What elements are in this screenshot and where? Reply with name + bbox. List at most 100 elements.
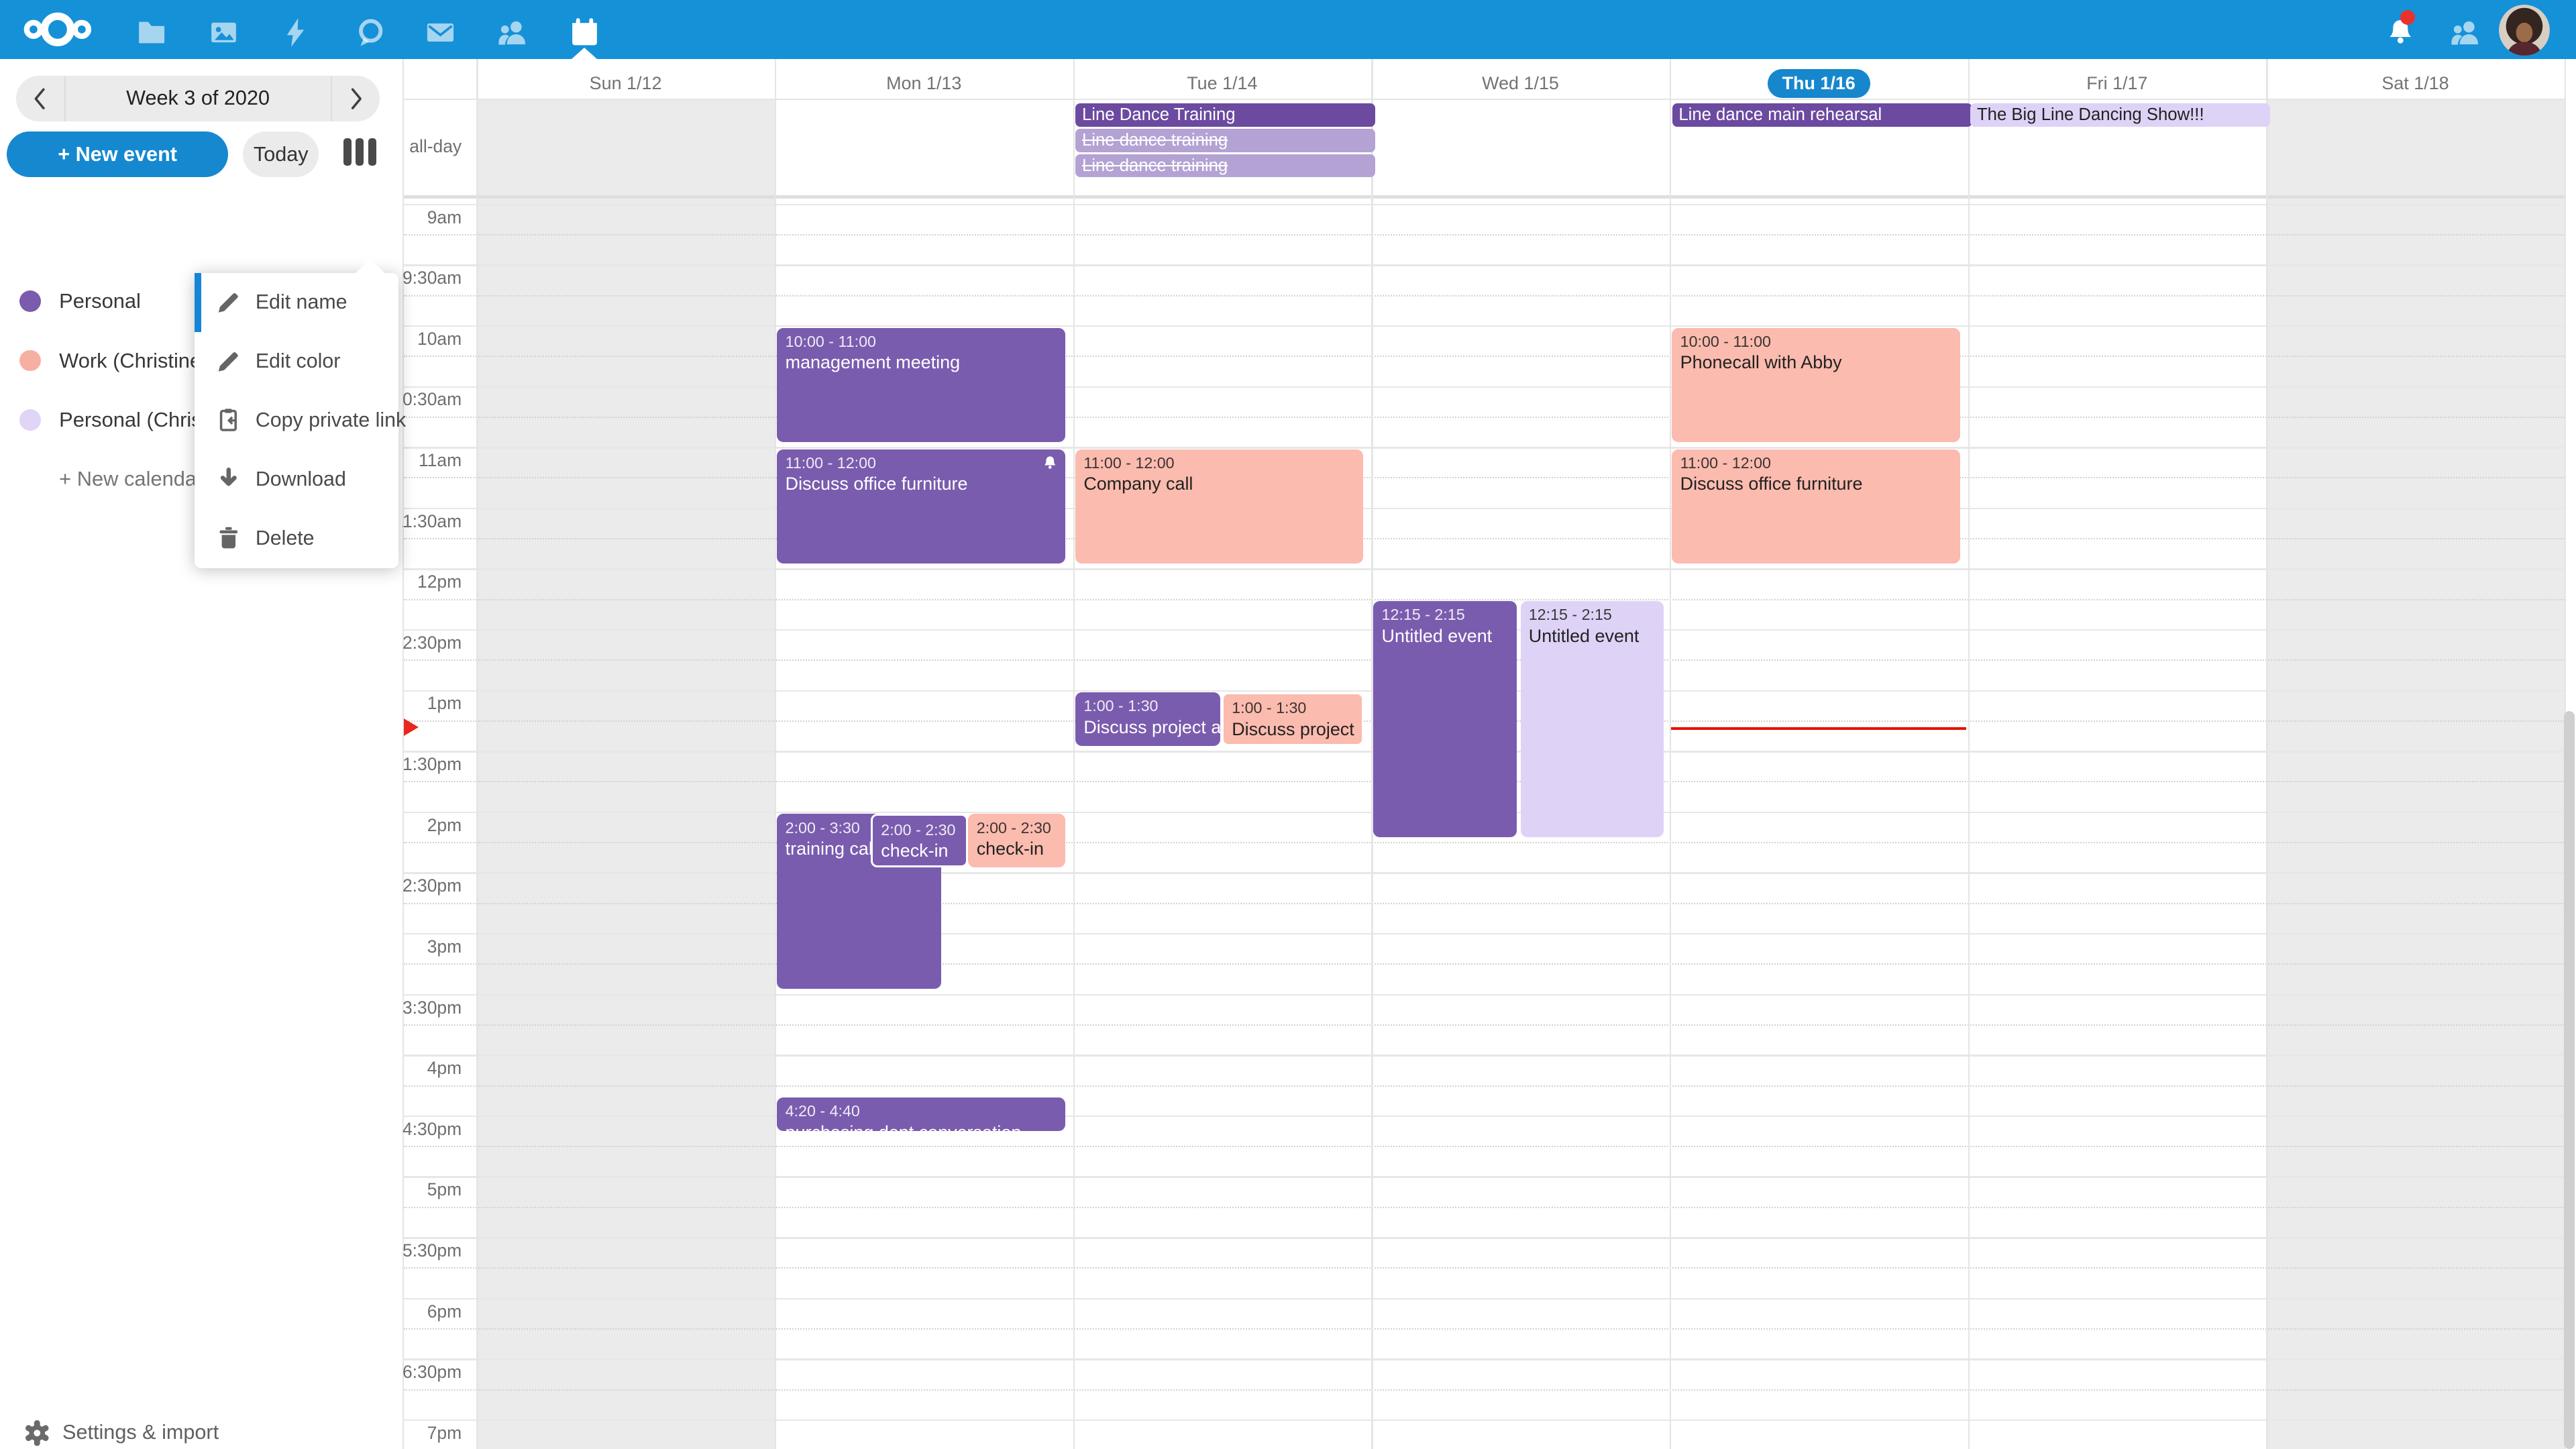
- slot-line: [404, 1055, 2565, 1057]
- files-app-icon[interactable]: [131, 13, 171, 53]
- allday-event[interactable]: Line dance main rehearsal: [1672, 103, 1972, 127]
- time-label: 9:30am: [402, 268, 462, 288]
- time-label: 7pm: [427, 1422, 462, 1443]
- talk-app-icon[interactable]: [350, 13, 390, 53]
- previous-week-button[interactable]: [16, 75, 66, 122]
- menu-item-label: Edit name: [255, 290, 347, 313]
- event-block[interactable]: 10:00 - 11:00 management meeting: [777, 327, 1065, 442]
- mail-app-icon[interactable]: [421, 13, 460, 53]
- column-border: [1968, 59, 1970, 1449]
- time-label: 10:30am: [392, 389, 462, 410]
- new-calendar-button[interactable]: + New calendar: [59, 466, 204, 490]
- event-block[interactable]: 10:00 - 11:00 Phonecall with Abby: [1672, 327, 1960, 442]
- calendar-app-icon[interactable]: [565, 13, 604, 53]
- event-block[interactable]: 2:00 - 2:30 check-in: [871, 814, 969, 868]
- allday-event[interactable]: Line dance training: [1075, 129, 1376, 152]
- column-border: [476, 59, 478, 1449]
- menu-item-edit-color[interactable]: Edit color: [195, 332, 398, 391]
- time-label: 4:30pm: [402, 1118, 462, 1139]
- sidebar-calendar-item[interactable]: Personal (Christi: [0, 391, 402, 449]
- settings-import-button[interactable]: Settings & import: [0, 1403, 402, 1449]
- day-header-wed[interactable]: Wed 1/15: [1482, 73, 1559, 94]
- event-time: 2:00 - 2:30: [976, 818, 1051, 837]
- day-header-thu[interactable]: Thu 1/16: [1670, 69, 1968, 99]
- event-title: training call: [785, 839, 877, 859]
- vertical-scrollbar-thumb[interactable]: [2563, 711, 2575, 1449]
- menu-item-edit-name[interactable]: Edit name: [195, 272, 398, 332]
- allday-event[interactable]: Line Dance Training: [1075, 103, 1376, 127]
- event-block[interactable]: 11:00 - 12:00 Company call: [1075, 449, 1364, 564]
- time-label: 3pm: [427, 936, 462, 957]
- nextcloud-logo[interactable]: [21, 8, 94, 51]
- event-title: Discuss project announcement: [1232, 718, 1354, 744]
- top-navbar: [0, 0, 2576, 60]
- day-header-sat[interactable]: Sat 1/18: [2381, 73, 2449, 94]
- activity-app-icon[interactable]: [276, 13, 315, 53]
- event-time: 4:20 - 4:40: [785, 1102, 860, 1120]
- time-label: 5pm: [427, 1179, 462, 1200]
- slot-line: [404, 203, 2565, 206]
- calendar-color-dot: [19, 350, 42, 372]
- photos-app-icon[interactable]: [204, 13, 244, 53]
- event-title: Discuss office furniture: [1680, 474, 1863, 494]
- event-time: 1:00 - 1:30: [1232, 699, 1307, 717]
- day-header-tue[interactable]: Tue 1/14: [1187, 73, 1258, 94]
- notification-dot: [2400, 9, 2415, 25]
- event-time: 12:15 - 2:15: [1381, 606, 1465, 624]
- settings-label: Settings & import: [62, 1421, 219, 1444]
- today-button[interactable]: Today: [243, 131, 319, 178]
- time-label: 1:30pm: [402, 754, 462, 775]
- slot-line: [404, 1297, 2565, 1300]
- pencil-icon: [215, 288, 243, 317]
- event-block[interactable]: 4:20 - 4:40 purchasing dept conversation: [777, 1097, 1065, 1131]
- slot-line: [404, 1419, 2565, 1421]
- quarter-slot-line: [404, 1328, 2565, 1331]
- week-view-toggle-icon[interactable]: [343, 138, 383, 171]
- slot-line: [404, 1115, 2565, 1118]
- event-time: 12:15 - 2:15: [1528, 606, 1612, 624]
- sidebar-calendar-item[interactable]: Work (Christine S: [0, 332, 402, 390]
- menu-item-download[interactable]: Download: [195, 450, 398, 509]
- allday-row-label: all-day: [409, 136, 462, 157]
- slot-line: [404, 568, 2565, 570]
- trash-icon: [215, 525, 243, 553]
- contacts-menu-icon[interactable]: [2447, 13, 2486, 53]
- event-block[interactable]: 2:00 - 2:30 check-in: [968, 814, 1065, 868]
- quarter-slot-line: [404, 1389, 2565, 1392]
- quarter-slot-line: [404, 1146, 2565, 1148]
- notifications-bell-icon[interactable]: [2381, 9, 2420, 53]
- next-week-button[interactable]: [330, 75, 380, 122]
- contacts-app-icon[interactable]: [493, 13, 533, 53]
- event-block[interactable]: 12:15 - 2:15 Untitled event: [1520, 601, 1664, 837]
- event-title: Untitled event: [1528, 626, 1640, 647]
- day-header-fri[interactable]: Fri 1/17: [2086, 73, 2148, 94]
- day-header-mon[interactable]: Mon 1/13: [886, 73, 962, 94]
- event-title: Discuss project announcement: [1083, 716, 1220, 737]
- allday-event[interactable]: Line dance training: [1075, 154, 1376, 178]
- time-label: 10am: [417, 328, 462, 349]
- header-border: [402, 98, 2565, 101]
- allday-border: [402, 195, 2565, 199]
- event-title: Untitled event: [1381, 626, 1493, 647]
- user-avatar[interactable]: [2498, 5, 2550, 56]
- day-header-sun[interactable]: Sun 1/12: [589, 73, 662, 94]
- slot-line: [404, 994, 2565, 996]
- event-time: 11:00 - 12:00: [785, 453, 876, 472]
- weekend-column-background: [2266, 100, 2565, 1449]
- quarter-slot-line: [404, 538, 2565, 541]
- event-block[interactable]: 11:00 - 12:00 Discuss office furniture: [777, 449, 1065, 564]
- menu-item-delete[interactable]: Delete: [195, 509, 398, 568]
- quarter-slot-line: [404, 294, 2565, 298]
- column-border: [1073, 59, 1075, 1449]
- time-label: 12:30pm: [392, 632, 462, 653]
- event-block[interactable]: 11:00 - 12:00 Discuss office furniture: [1672, 449, 1960, 564]
- new-event-button[interactable]: + New event: [6, 131, 229, 178]
- event-block[interactable]: 12:15 - 2:15 Untitled event: [1373, 601, 1517, 837]
- quarter-slot-line: [404, 1024, 2565, 1027]
- slot-line: [404, 386, 2565, 388]
- allday-event[interactable]: The Big Line Dancing Show!!!: [1970, 103, 2271, 127]
- week-selector[interactable]: Week 3 of 2020: [16, 75, 380, 122]
- menu-item-copy-private-link[interactable]: Copy private link: [195, 391, 406, 450]
